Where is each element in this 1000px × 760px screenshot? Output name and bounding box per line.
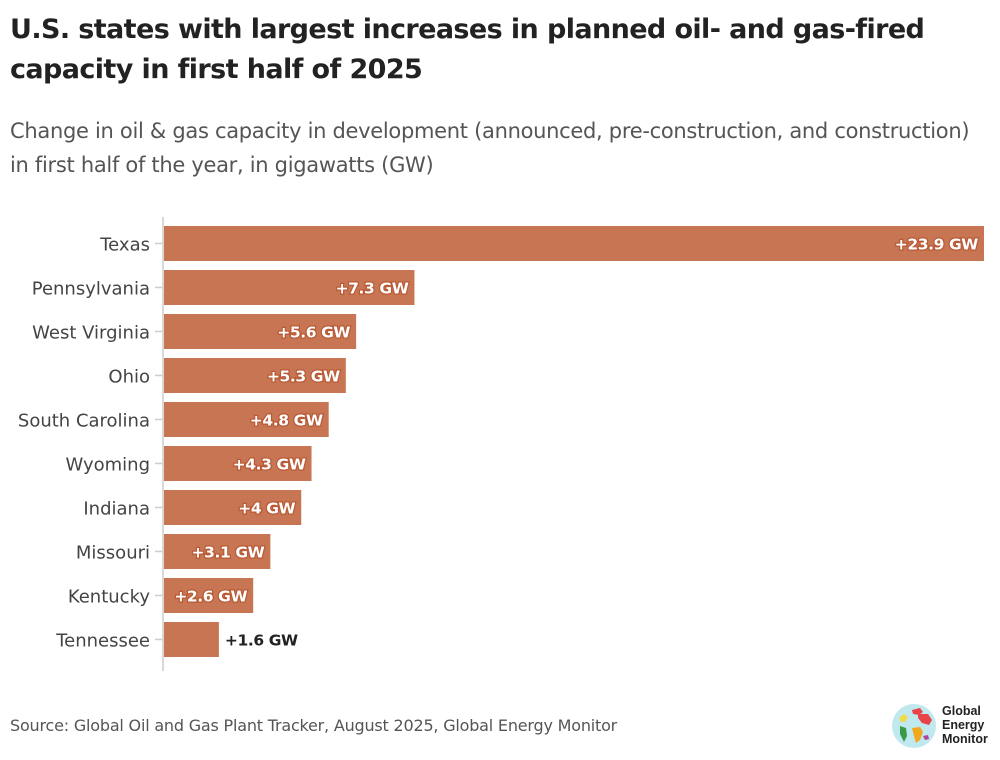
- y-tick-label: Missouri: [76, 543, 150, 564]
- y-tick-label: Ohio: [108, 367, 150, 388]
- bar: [164, 578, 254, 613]
- data-label: +1.6 GW: [225, 632, 298, 650]
- bar: [164, 226, 984, 261]
- y-tick-label: Indiana: [83, 499, 150, 520]
- data-label: +7.3 GW: [336, 280, 409, 298]
- bar: [164, 490, 302, 525]
- y-tick-label: South Carolina: [18, 411, 150, 432]
- y-tick-label: Wyoming: [65, 455, 150, 476]
- globe-icon: [892, 704, 936, 748]
- data-label: +2.6 GW: [174, 588, 247, 606]
- y-tick-label: West Virginia: [32, 323, 150, 344]
- gem-logo: Global Energy Monitor: [890, 700, 1000, 750]
- bar-chart: Texas +23.9 GW Pennsylvania +7.3 GW West Vir…: [18, 217, 984, 671]
- y-tick-label: Kentucky: [68, 587, 151, 608]
- chart-subtitle: Change in oil & gas capacity in developm…: [10, 119, 970, 177]
- bar: [164, 314, 357, 349]
- data-label: +4 GW: [238, 500, 295, 518]
- bar: [164, 270, 415, 305]
- y-tick-label: Texas: [99, 235, 150, 256]
- data-label: +5.6 GW: [277, 324, 350, 342]
- bar: [164, 358, 346, 393]
- bar: [164, 402, 329, 437]
- bar: [164, 622, 219, 657]
- logo-line-2: Energy: [942, 718, 985, 732]
- bars-group: Texas +23.9 GW Pennsylvania +7.3 GW West Vir…: [18, 226, 984, 657]
- source-note: Source: Global Oil and Gas Plant Tracker…: [10, 716, 618, 735]
- data-label: +5.3 GW: [267, 368, 340, 386]
- logo-text: Global Energy Monitor: [942, 704, 988, 746]
- chart-title: U.S. states with largest increases in pl…: [10, 14, 925, 85]
- data-label: +4.3 GW: [233, 456, 306, 474]
- bar: [164, 446, 312, 481]
- y-tick-label: Pennsylvania: [32, 279, 150, 300]
- y-tick-label: Tennessee: [55, 631, 150, 652]
- bar: [164, 534, 271, 569]
- data-label: +4.8 GW: [250, 412, 323, 430]
- data-label: +3.1 GW: [191, 544, 264, 562]
- logo-line-1: Global: [942, 704, 981, 718]
- logo-line-3: Monitor: [942, 732, 988, 746]
- data-label: +23.9 GW: [895, 236, 979, 254]
